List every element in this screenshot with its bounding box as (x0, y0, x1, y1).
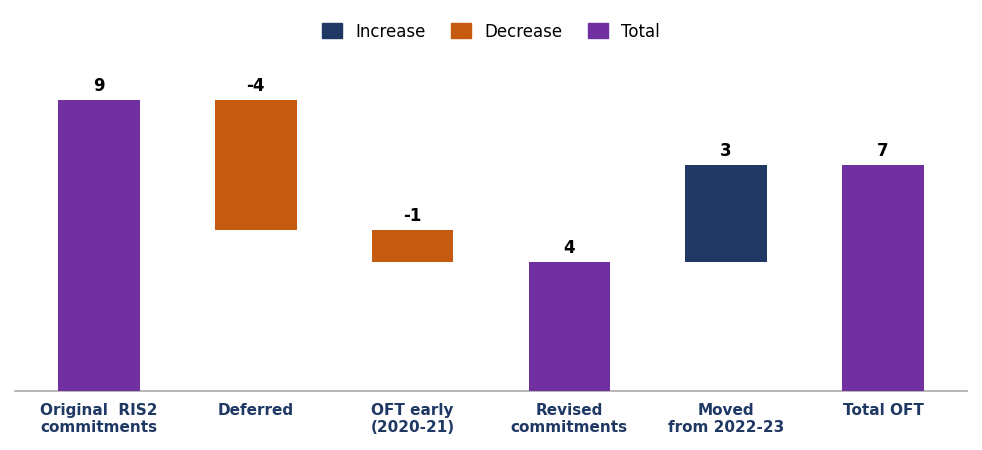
Bar (843, 165, 924, 392)
Text: 9: 9 (93, 77, 105, 95)
Text: -1: -1 (404, 207, 422, 225)
Text: 3: 3 (721, 142, 732, 160)
Legend: Increase, Decrease, Total: Increase, Decrease, Total (315, 16, 667, 47)
Bar (685, 165, 767, 262)
Text: -4: -4 (246, 77, 265, 95)
Bar (372, 230, 454, 262)
Text: 7: 7 (877, 142, 889, 160)
Bar (528, 262, 610, 392)
Bar (215, 100, 297, 230)
Bar (58, 100, 139, 392)
Text: 4: 4 (564, 239, 575, 257)
